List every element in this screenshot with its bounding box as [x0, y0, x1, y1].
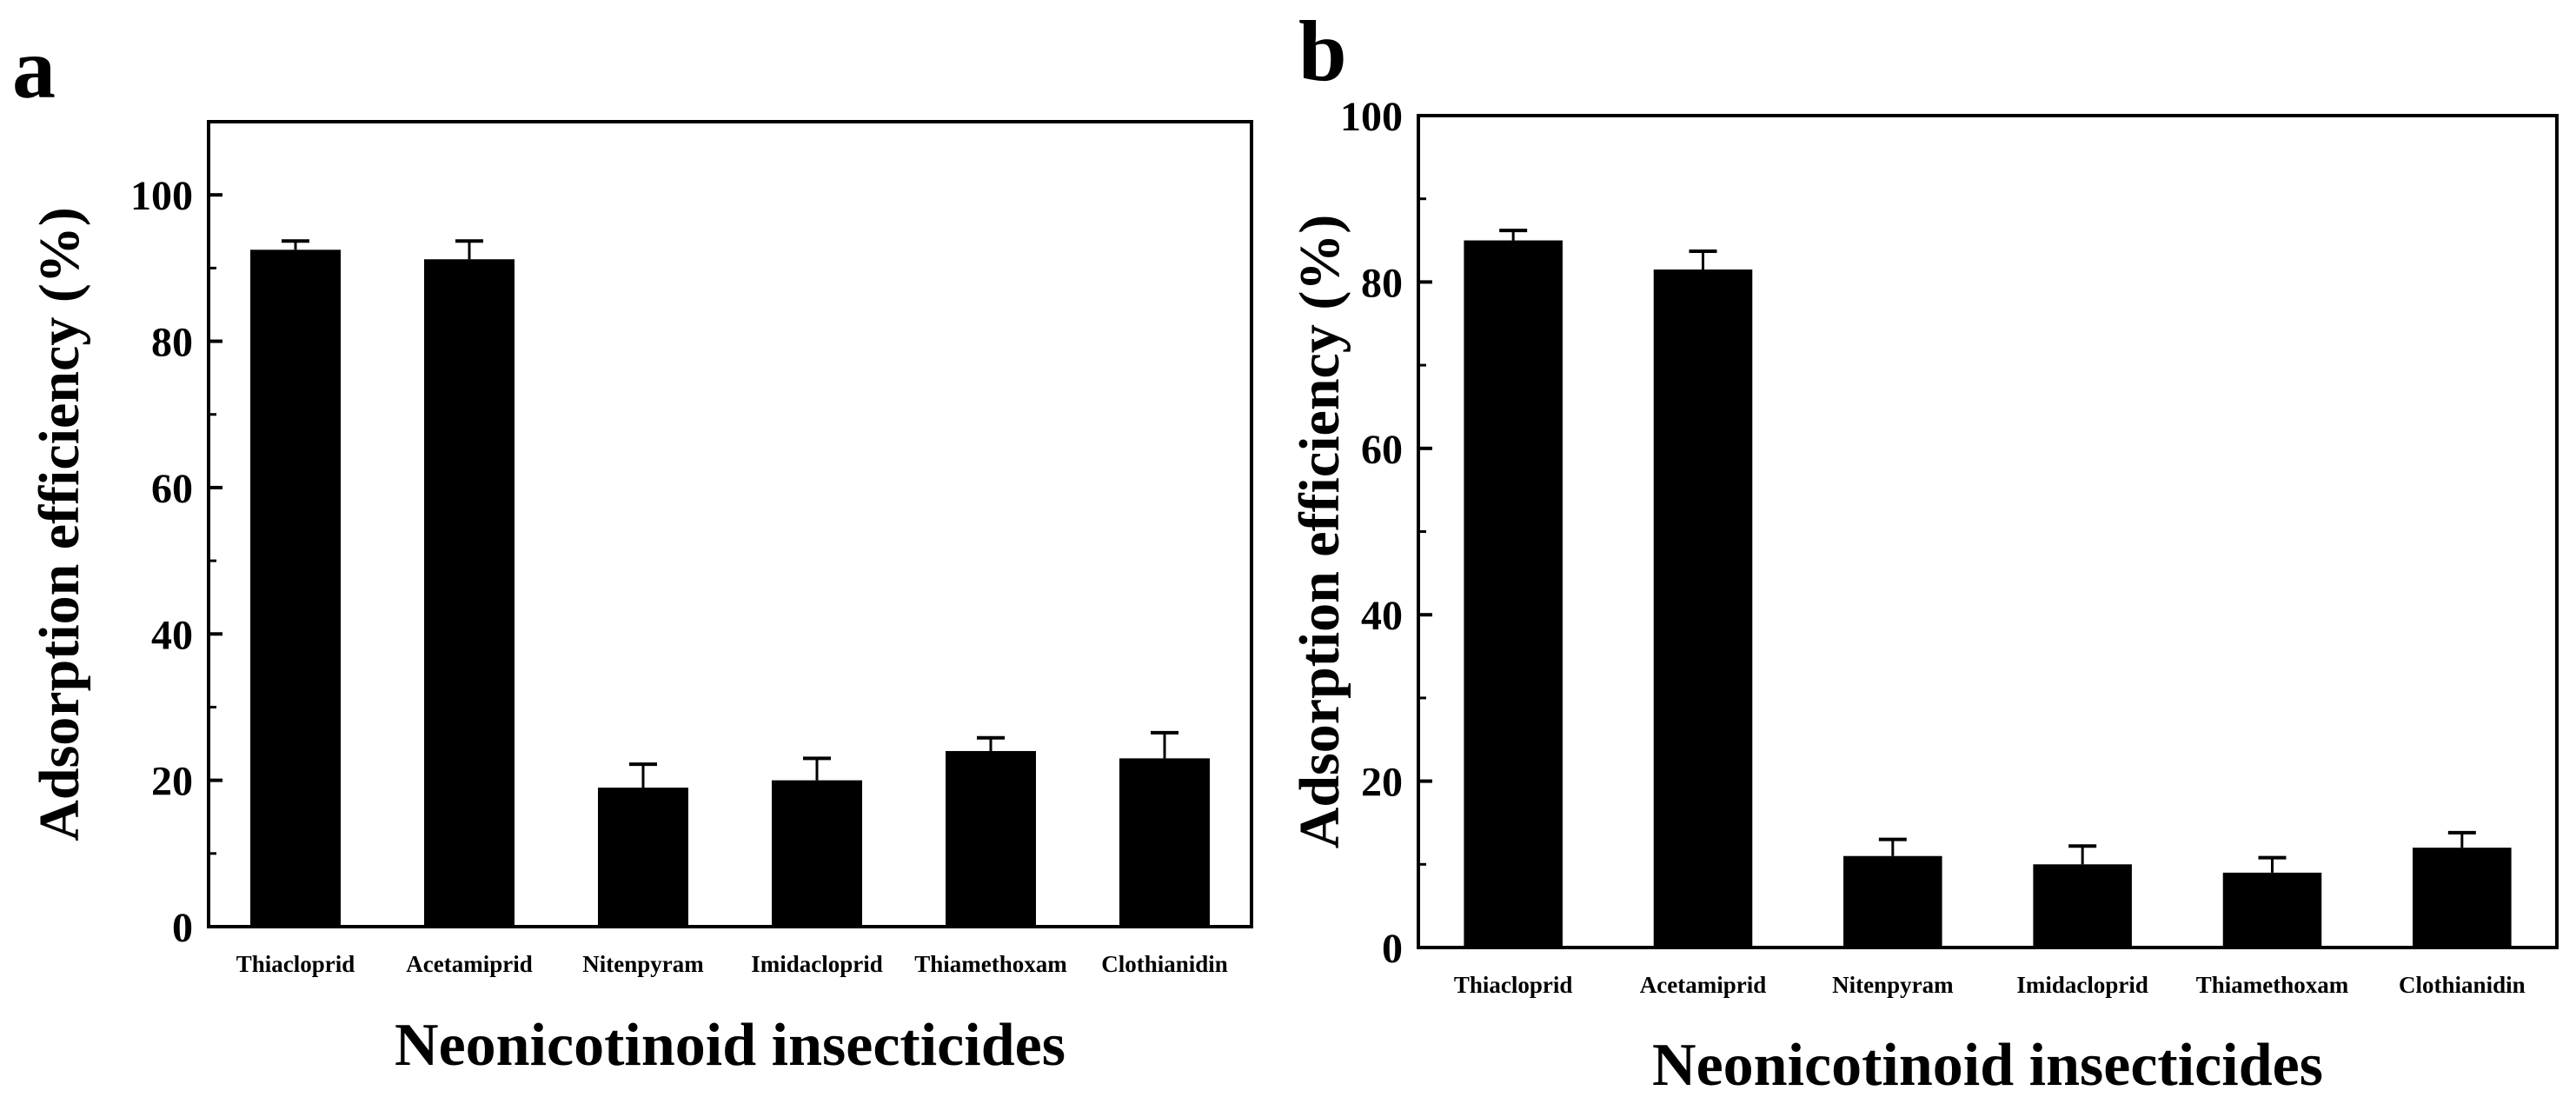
chart-a-bar-acetamiprid	[424, 259, 515, 927]
chart-a-plot-frame	[207, 120, 1253, 928]
chart-a-bar-thiamethoxam	[946, 750, 1036, 927]
chart-b-x-tick-label: Thiamethoxam	[2196, 972, 2349, 998]
chart-b-x-tick-label: Thiacloprid	[1454, 972, 1573, 998]
chart-b-x-axis-title: Neonicotinoid insecticides	[1652, 1032, 2323, 1099]
chart-a-y-axis-title: Adsorption efficiency (%)	[28, 207, 91, 841]
chart-b-y-axis-title: Adsorption efficiency (%)	[1288, 215, 1351, 849]
chart-a-x-tick-label: Imidacloprid	[751, 951, 883, 977]
chart-a-x-tick-label: Thiamethoxam	[914, 951, 1067, 977]
chart-a-x-tick-label: Thiacloprid	[236, 951, 355, 977]
chart-a-bar-imidacloprid	[772, 780, 862, 927]
chart-b-y-tick-label: 20	[1361, 760, 1403, 806]
chart-a-x-tick-label: Nitenpyram	[582, 951, 704, 977]
chart-b-bar-acetamiprid	[1653, 269, 1753, 948]
chart-a-bar-nitenpyram	[598, 788, 688, 927]
chart-a-y-tick-label: 20	[151, 759, 193, 805]
chart-b-x-tick-label: Clothianidin	[2399, 972, 2526, 998]
chart-b-y-tick-label: 40	[1361, 593, 1403, 639]
chart-a-panel-label: a	[12, 20, 56, 116]
chart-b-y-tick-label: 100	[1340, 94, 1403, 140]
chart-a-bar-clothianidin	[1119, 758, 1210, 927]
chart-b-x-tick-label: Acetamiprid	[1640, 972, 1766, 998]
chart-b-bar-nitenpyram	[1843, 855, 1942, 948]
chart-a: a 0 20 40 60 80 100 Thiacloprid Acetamiprid Niten…	[12, 20, 1253, 1079]
chart-a-y-tick-label: 0	[172, 905, 193, 951]
chart-b-bar-clothianidin	[2413, 848, 2512, 948]
chart-b-panel-label: b	[1298, 3, 1347, 99]
chart-b: b 0 20 40 60 80 100 Thiacloprid Acetamiprid Niten…	[1288, 3, 2559, 1099]
chart-a-y-tick-label: 40	[151, 612, 193, 658]
chart-a-x-axis-title: Neonicotinoid insecticides	[395, 1012, 1066, 1079]
chart-b-y-tick-label: 80	[1361, 260, 1403, 306]
chart-b-bar-thiacloprid	[1464, 240, 1563, 948]
chart-a-y-tick-label: 100	[130, 173, 193, 219]
chart-b-bar-imidacloprid	[2033, 864, 2132, 948]
chart-b-y-tick-label: 60	[1361, 427, 1403, 473]
chart-b-plot-frame	[1417, 114, 2559, 949]
chart-a-y-tick-label: 60	[151, 466, 193, 512]
chart-panel-a: a 0 20 40 60 80 100 Thiacloprid Acetamiprid Niten…	[12, 20, 1253, 1079]
chart-b-bar-thiamethoxam	[2222, 872, 2322, 948]
chart-a-x-tick-label: Clothianidin	[1101, 951, 1228, 977]
chart-a-y-tick-label: 80	[151, 320, 193, 366]
chart-b-y-tick-label: 0	[1382, 926, 1403, 972]
chart-a-bar-thiacloprid	[250, 249, 341, 927]
chart-a-x-tick-label: Acetamiprid	[406, 951, 532, 977]
chart-b-x-tick-label: Nitenpyram	[1832, 972, 1954, 998]
chart-b-x-tick-label: Imidacloprid	[2016, 972, 2148, 998]
chart-panel-b: b 0 20 40 60 80 100 Thiacloprid Acetamiprid Niten…	[1288, 0, 2576, 1104]
